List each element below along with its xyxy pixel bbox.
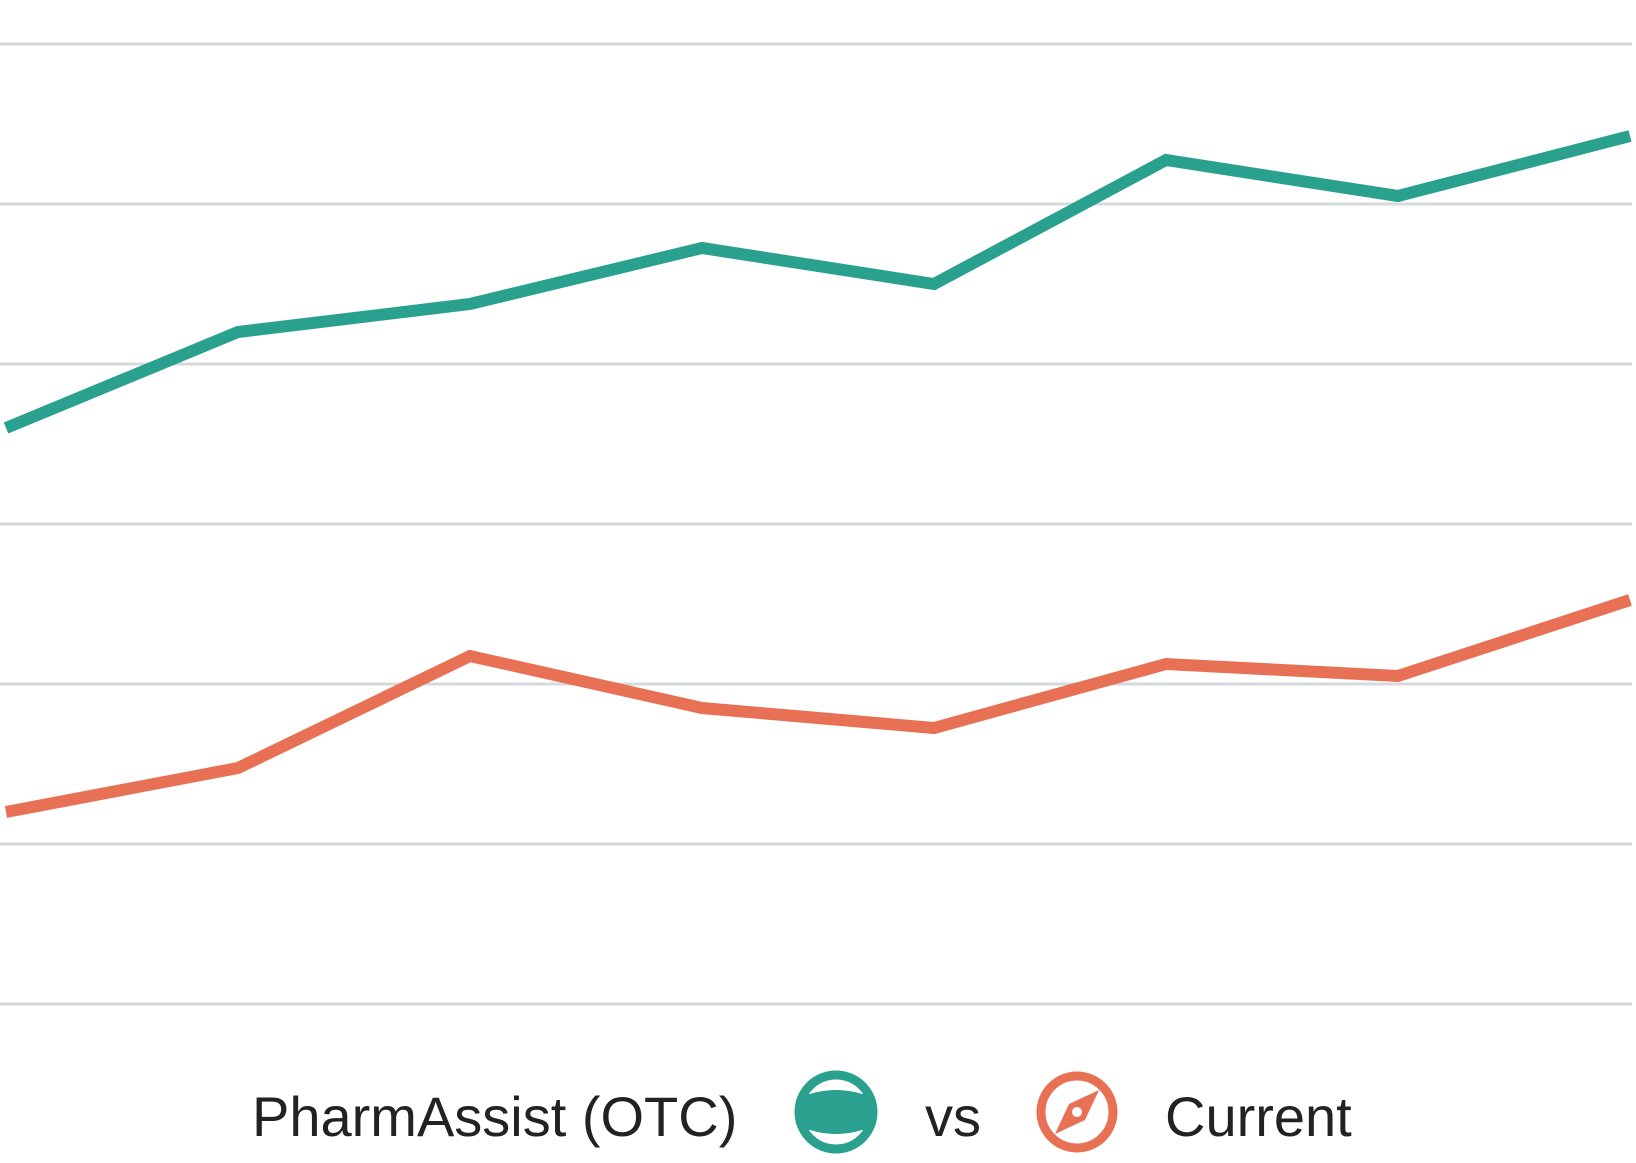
series-lines bbox=[3, 130, 1632, 818]
steering-wheel-icon bbox=[794, 1070, 878, 1154]
legend-label-series-2: Current bbox=[1165, 1085, 1352, 1148]
legend-separator: vs bbox=[925, 1085, 981, 1148]
series-line-2 bbox=[4, 594, 1632, 818]
compass-icon bbox=[1036, 1071, 1118, 1153]
gridlines bbox=[0, 42, 1632, 1006]
series-line-1 bbox=[3, 130, 1632, 434]
legend: PharmAssist (OTC) vs Current bbox=[252, 1070, 1352, 1154]
legend-label-series-1: PharmAssist (OTC) bbox=[252, 1085, 737, 1148]
